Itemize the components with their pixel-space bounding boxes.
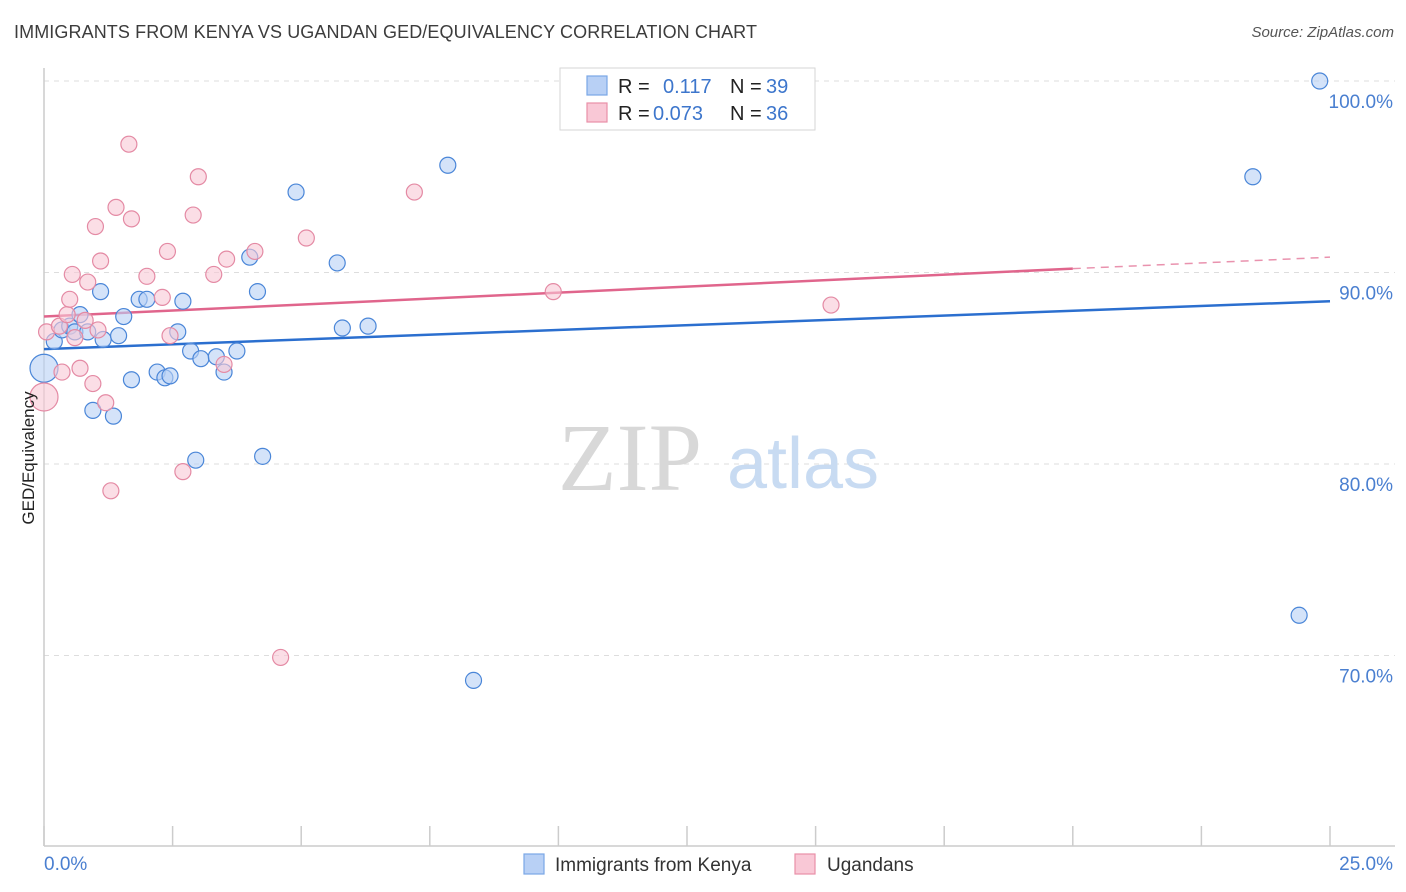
kenya-data-point xyxy=(84,401,102,419)
kenya-data-point xyxy=(1290,606,1308,624)
legend-n-label-1: N = xyxy=(730,76,762,98)
kenya-data-point xyxy=(254,447,272,465)
kenya-data-point xyxy=(328,254,346,272)
kenya-data-point xyxy=(174,292,192,310)
y-tick-label: 90.0% xyxy=(1339,284,1393,305)
kenya-data-point xyxy=(104,407,123,425)
ugandans-data-point xyxy=(405,183,423,201)
ugandans-data-point xyxy=(189,168,207,186)
kenya-data-point xyxy=(464,671,483,689)
ugandans-data-point xyxy=(174,463,192,481)
kenya-data-point xyxy=(115,307,133,326)
y-tick-label: 100.0% xyxy=(1329,92,1394,113)
x-tick-label-min: 0.0% xyxy=(44,854,87,875)
ugandans-data-point xyxy=(97,394,115,412)
y-tick-label: 70.0% xyxy=(1339,667,1393,688)
x-axis-ticks xyxy=(43,826,1331,846)
ugandans-data-point xyxy=(58,306,76,324)
ugandans-data-point xyxy=(102,482,120,500)
ugandans-data-point xyxy=(158,242,177,261)
kenya-data-point xyxy=(359,317,377,335)
kenya-data-point xyxy=(29,353,59,383)
ugandans-data-point xyxy=(120,135,138,153)
legend-n-value-1: 39 xyxy=(766,76,788,98)
ugandans-data-point xyxy=(66,329,84,347)
source-label: Source: ZipAtlas.com xyxy=(1251,24,1394,41)
legend-r-value-2: 0.073 xyxy=(653,103,703,125)
ugandans-data-point xyxy=(297,229,315,247)
ugandans-data-point xyxy=(122,210,141,228)
legend-r-label-1: R = xyxy=(618,76,650,98)
bottom-legend: Immigrants from Kenya Ugandans xyxy=(523,853,914,876)
kenya-data-point xyxy=(248,283,267,301)
ugandans-data-point xyxy=(246,242,264,261)
watermark-zip: ZIP xyxy=(558,404,702,511)
kenya-data-point xyxy=(1311,72,1329,90)
kenya-data-point xyxy=(287,183,305,201)
trend-line-extension xyxy=(1072,256,1331,270)
ugandans-data-point xyxy=(89,321,107,339)
ugandans-data-point xyxy=(138,267,156,285)
kenya-data-point xyxy=(228,342,246,360)
ugandans-data-point xyxy=(272,648,290,667)
kenya-data-point xyxy=(187,451,205,469)
kenya-data-point xyxy=(439,156,457,174)
kenya-data-point xyxy=(161,367,179,385)
bottom-legend-label-ugandans: Ugandans xyxy=(827,855,914,876)
trend-line-kenya xyxy=(43,299,1331,351)
legend-box: R = 0.117 N = 39 R = 0.073 N = 36 xyxy=(559,67,816,131)
y-tick-labels: 100.0% 90.0% 80.0% 70.0% xyxy=(1329,92,1394,688)
legend-swatch-ugandans xyxy=(586,102,608,123)
ugandans-data-point xyxy=(822,296,840,314)
kenya-data-point xyxy=(192,350,210,368)
chart-title: IMMIGRANTS FROM KENYA VS UGANDAN GED/EQU… xyxy=(14,22,758,42)
kenya-data-point xyxy=(138,290,156,308)
ugandans-data-point xyxy=(71,359,89,377)
ugandans-data-point xyxy=(63,265,81,284)
ugandans-data-point xyxy=(153,288,171,306)
legend-n-label-2: N = xyxy=(730,103,762,125)
ugandans-data-point xyxy=(91,252,110,270)
kenya-data-point xyxy=(122,371,141,389)
y-tick-label: 80.0% xyxy=(1339,475,1393,496)
kenya-data-point xyxy=(1244,168,1262,186)
ugandans-data-point xyxy=(61,290,79,308)
ugandans-data-point xyxy=(161,327,179,345)
legend-n-value-2: 36 xyxy=(766,103,788,125)
ugandans-data-point xyxy=(544,283,562,301)
kenya-data-point xyxy=(91,283,110,301)
gridlines xyxy=(44,80,1395,656)
x-tick-label-max: 25.0% xyxy=(1339,854,1393,875)
legend-swatch-kenya xyxy=(586,75,608,96)
watermark-atlas: atlas xyxy=(727,424,879,504)
trend-lines xyxy=(43,256,1331,351)
bottom-legend-swatch-ugandans xyxy=(794,853,816,875)
bottom-legend-label-kenya: Immigrants from Kenya xyxy=(555,855,752,876)
ugandans-data-point xyxy=(84,374,102,393)
bottom-legend-swatch-kenya xyxy=(523,853,545,875)
kenya-data-point xyxy=(333,319,351,337)
y-axis-label: GED/Equivalency xyxy=(19,391,38,525)
ugandans-data-point xyxy=(29,382,59,412)
watermark: ZIP atlas xyxy=(558,404,879,511)
ugandans-data-point xyxy=(184,206,202,224)
ugandans-data-point xyxy=(86,217,105,236)
kenya-data-point xyxy=(109,327,128,345)
ugandans-data-point xyxy=(205,265,223,284)
ugandans-data-point xyxy=(79,273,97,291)
ugandans-data-point xyxy=(218,250,236,268)
data-points xyxy=(29,72,1329,689)
ugandans-data-point xyxy=(53,363,71,381)
legend-r-label-2: R = xyxy=(618,103,650,125)
ugandans-data-point xyxy=(76,311,94,329)
legend-r-value-1: 0.117 xyxy=(663,76,712,98)
ugandans-data-point xyxy=(215,355,233,374)
ugandans-data-point xyxy=(107,198,125,216)
